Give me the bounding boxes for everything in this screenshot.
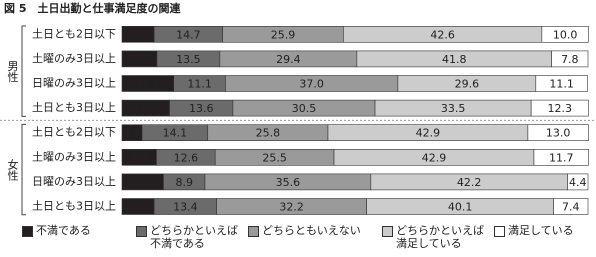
legend-label: 不満である [36,224,91,237]
value-label: 7.5 [131,53,149,66]
legend-label: 満足している [508,224,574,237]
value-label: 6.9 [129,28,147,41]
legend-label: どちらかといえば満足している [396,224,484,250]
y-tick-label: 土日とも3日以上 [32,101,116,114]
value-label: 35.6 [276,176,301,189]
value-label: 40.1 [448,201,473,214]
value-label: 30.5 [292,102,317,115]
value-label: 8.9 [134,176,152,189]
y-tick-label: 土日とも2日以下 [32,27,116,40]
chart-title: 図 5 土日出勤と仕事満足度の関連 [4,1,181,15]
value-label: 25.5 [262,151,287,164]
y-tick-label: 土曜のみ3日以上 [32,52,116,65]
legend-label: どちらかといえば不満である [150,224,238,250]
value-label: 7.8 [561,53,579,66]
y-tick-label: 日曜のみ3日以上 [32,175,116,188]
y-tick-label: 土曜のみ3日以上 [32,150,116,163]
value-label: 4.3 [123,127,141,140]
value-label: 42.9 [416,127,441,140]
bar-segment [533,149,589,166]
value-label: 12.6 [174,151,199,164]
legend-item: どちらともいえない [248,224,372,250]
value-label: 13.5 [176,53,201,66]
legend-swatch [136,226,147,237]
bar-segment [530,99,589,117]
value-label: 13.4 [173,201,198,214]
legend-label: どちらともいえない [262,224,361,237]
value-label: 42.2 [457,176,482,189]
legend-item: どちらかといえば不満である [136,224,238,250]
value-label: 42.9 [422,151,447,164]
value-label: 13.6 [189,102,214,115]
value-label: 13.0 [546,127,571,140]
legend-swatch [494,226,505,237]
value-label: 4.4 [569,176,587,189]
value-label: 41.8 [442,53,467,66]
value-label: 8.9 [175,176,193,189]
legend-item: 不満である [22,224,126,250]
value-label: 33.5 [441,102,466,115]
value-label: 25.9 [271,28,296,41]
value-label: 6.9 [129,201,147,214]
group-bracket [21,123,26,216]
value-label: 7.4 [130,151,148,164]
value-label: 32.2 [279,201,304,214]
value-label: 29.4 [276,53,301,66]
value-label: 25.8 [256,127,281,140]
legend-swatch [248,226,259,237]
value-label: 42.6 [430,28,455,41]
value-label: 12.3 [548,102,573,115]
bar-segment [553,198,589,215]
legend: 不満である どちらかといえば不満である どちらともいえない どちらかといえば満足してい… [22,224,592,250]
bar-segment [567,173,589,191]
value-label: 37.0 [299,78,324,91]
bar-segment [527,124,589,141]
y-tick-label: 日曜のみ3日以上 [32,77,116,90]
legend-swatch [382,226,393,237]
value-label: 14.1 [163,127,188,140]
value-label: 11.7 [549,151,574,164]
bar-segment [541,25,589,43]
y-tick-label: 土日とも3日以上 [32,200,116,213]
value-label: 11.1 [549,78,574,91]
y-tick-label: 土日とも2日以下 [32,126,116,139]
value-label: 10.2 [134,102,159,115]
value-label: 11.1 [136,78,161,91]
value-label: 14.7 [176,28,201,41]
value-label: 10.0 [553,28,578,41]
group-label: 女性 [6,157,19,181]
value-label: 7.4 [562,201,580,214]
value-label: 29.6 [455,78,480,91]
bar-segment [535,75,588,92]
group-bracket [21,25,26,117]
group-label: 男性 [6,60,19,83]
legend-swatch [22,226,33,237]
value-label: 11.1 [187,78,212,91]
legend-item: どちらかといえば満足している [382,224,484,250]
legend-item: 満足している [494,224,596,250]
bar-segment [551,50,589,68]
